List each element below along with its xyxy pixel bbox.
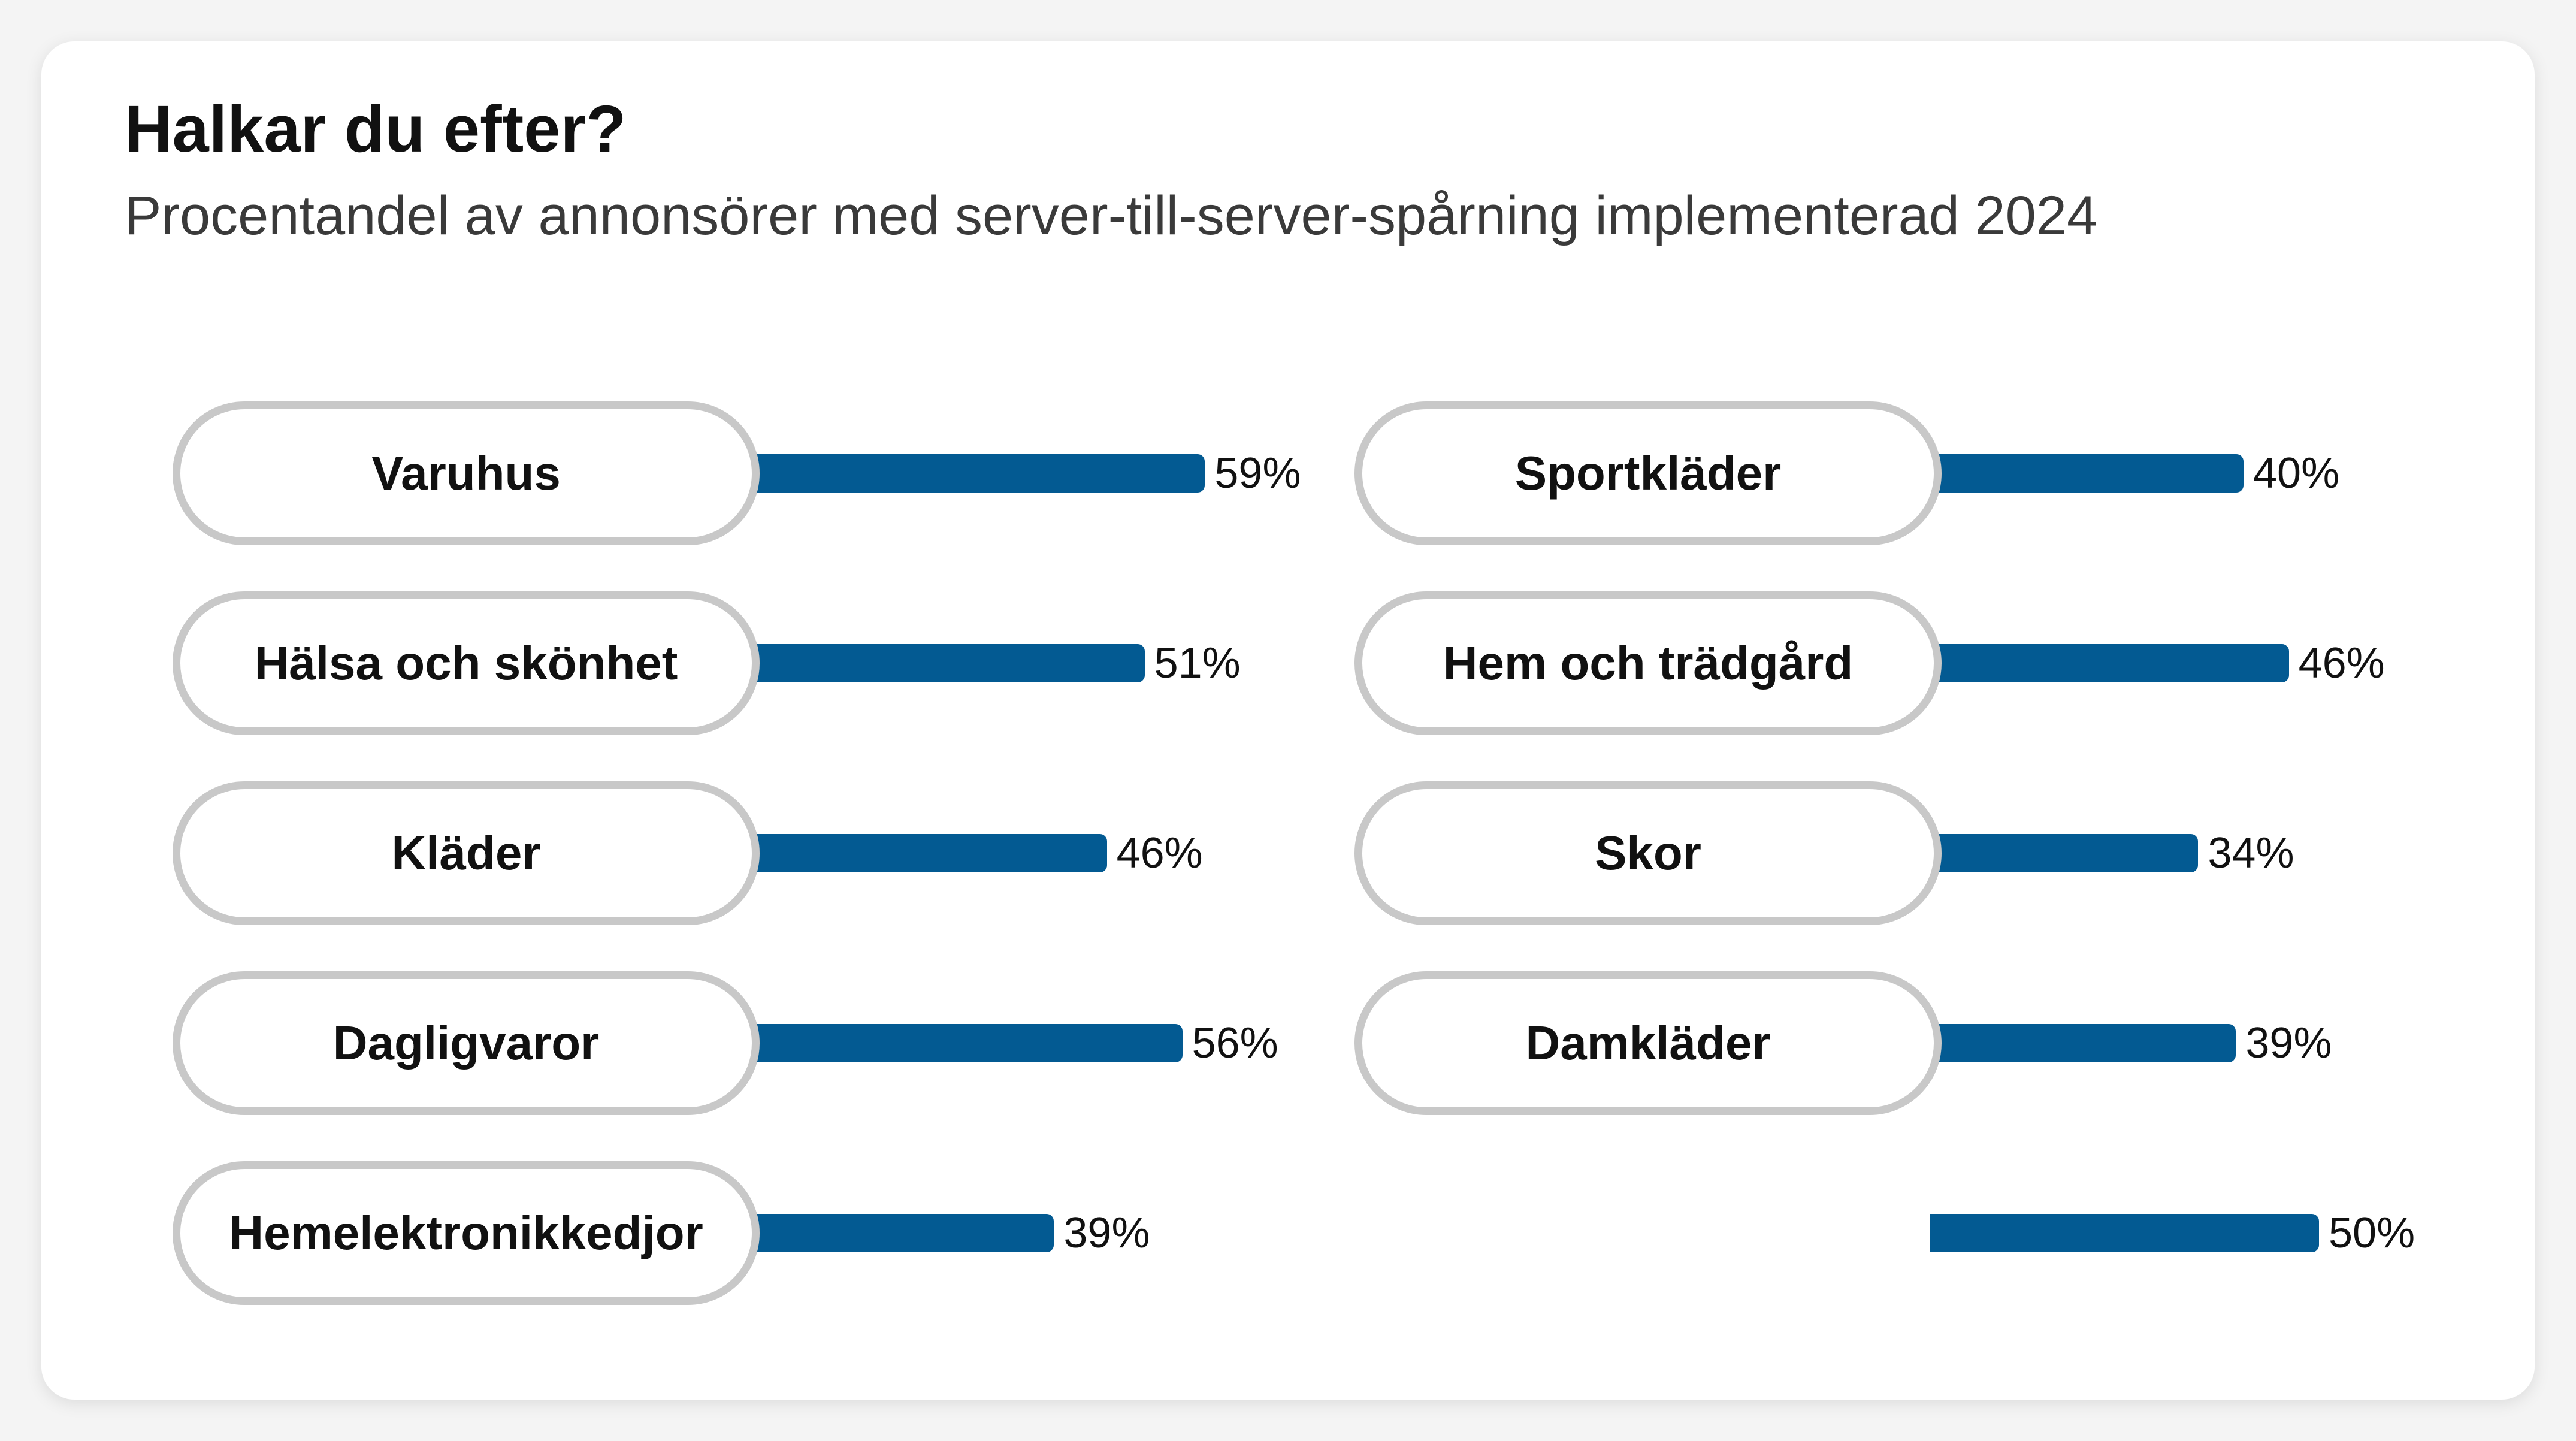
category-pill: Hälsa och skönhet [173,591,760,735]
category-pill: Hem och trädgård [1354,591,1942,735]
value-label: 46% [1116,829,1203,877]
chart-title: Halkar du efter? [125,92,627,166]
category-label: Hälsa och skönhet [254,636,678,690]
bar [1930,1214,2319,1252]
value-label: 51% [1154,639,1241,687]
category-label: Sportkläder [1514,446,1782,500]
bar [748,454,1205,493]
bar [1930,454,2244,493]
value-label: 39% [2245,1019,2332,1067]
bar [748,1024,1183,1062]
category-label: Dagligvaror [332,1016,600,1070]
value-label: 40% [2253,449,2340,497]
category-pill: Skor [1354,781,1942,925]
category-label: Damkläder [1525,1016,1771,1070]
category-label: Kläder [391,826,541,880]
value-label: 50% [2329,1209,2415,1257]
category-pill: Sportkläder [1354,401,1942,545]
value-label: 56% [1192,1019,1278,1067]
category-pill: Kläder [173,781,760,925]
category-pill: Damkläder [1354,971,1942,1115]
bar [1930,644,2289,682]
bar [1930,834,2199,872]
value-label: 59% [1214,449,1301,497]
category-label: Hemelektronikkedjor [229,1206,703,1259]
chart-subtitle: Procentandel av annonsörer med server-ti… [125,185,2098,246]
bar [748,1214,1054,1252]
value-label: 34% [2208,829,2294,877]
bar [1930,1024,2236,1062]
category-pill: Hemelektronikkedjor [173,1161,760,1305]
category-pill: Varuhus [173,401,760,545]
category-label: Hem och trädgård [1443,636,1854,690]
category-label: Skor [1595,826,1701,880]
category-pill: Dagligvaror [173,971,760,1115]
bar [748,834,1107,872]
bar [748,644,1145,682]
category-label: Varuhus [371,446,561,500]
value-label: 46% [2298,639,2385,687]
value-label: 39% [1063,1209,1150,1257]
